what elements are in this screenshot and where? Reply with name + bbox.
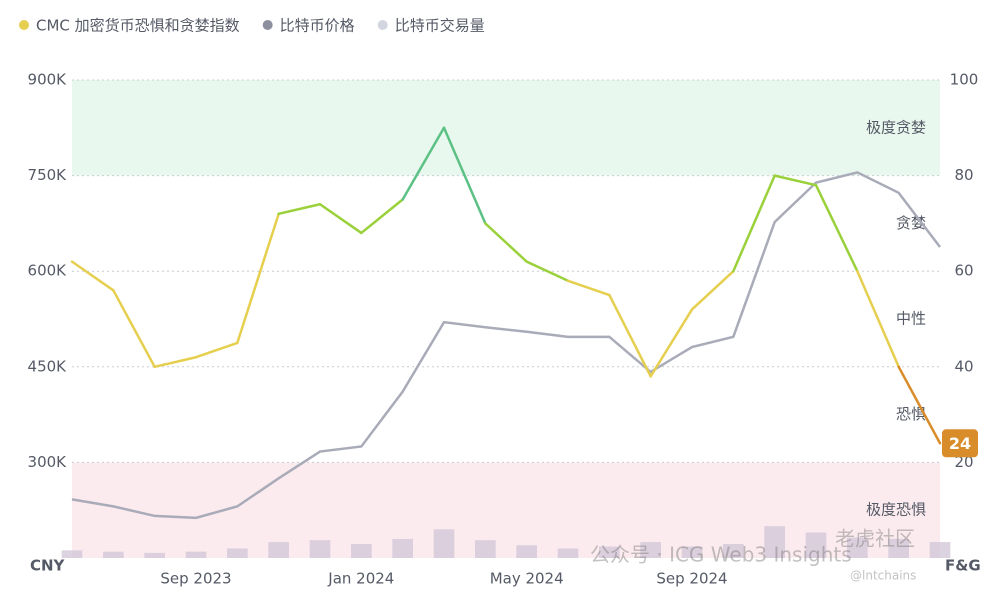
volume-bar — [309, 540, 331, 558]
y2-tick-label: 40 — [954, 357, 973, 375]
volume-bar — [392, 538, 413, 558]
fg-line-segment — [70, 260, 115, 292]
volume-bar — [103, 551, 124, 558]
volume-bar — [144, 552, 165, 558]
volume-bar — [764, 526, 785, 558]
fg-line-segment — [649, 308, 694, 378]
y2-tick-label: 100 — [950, 71, 979, 89]
volume-bar — [929, 542, 951, 558]
y2-axis-label: F&G — [945, 557, 981, 575]
fg-line-segment — [897, 365, 942, 445]
fg-line-segment — [153, 355, 198, 369]
zone-band — [72, 80, 940, 176]
volume-bar — [433, 529, 455, 558]
watermark: 老虎社区 — [835, 527, 915, 551]
legend-marker — [19, 20, 29, 30]
zone-label: 中性 — [896, 310, 926, 328]
y2-tick-label: 80 — [954, 166, 973, 184]
fg-line-segment — [318, 203, 363, 235]
volume-bar — [268, 542, 289, 558]
fg-line-segment — [814, 183, 859, 273]
volume-bar — [351, 543, 372, 558]
fg-line-segment — [484, 222, 528, 263]
price-line — [71, 171, 941, 520]
fg-line-segment — [277, 203, 322, 216]
legend-marker — [262, 20, 273, 30]
legend-label: CMC 加密货币恐惧和贪婪指数 — [36, 17, 240, 35]
fg-line-segment — [690, 269, 735, 311]
fg-line-segment — [732, 174, 776, 273]
fg-line-segment — [566, 279, 611, 297]
value-badge — [942, 429, 978, 458]
y-tick-label: 900K — [28, 71, 68, 89]
fg-line-segment — [194, 341, 239, 359]
y2-tick-label: 20 — [954, 453, 973, 471]
x-tick-label: Sep 2024 — [656, 570, 727, 588]
volume-bar — [61, 550, 83, 558]
watermark: @lntchains — [850, 569, 916, 583]
volume-bar — [185, 551, 207, 558]
zone-label: 极度恐惧 — [866, 501, 926, 519]
volume-bar — [805, 532, 827, 558]
fg-line-segment — [525, 260, 570, 283]
value-label: 24 — [949, 434, 971, 453]
y-tick-label: 300K — [28, 453, 68, 471]
volume-bar — [847, 537, 868, 558]
fg-line-segment — [856, 269, 900, 369]
y-tick-label: 600K — [28, 262, 68, 280]
y-axis-label: CNY — [30, 557, 66, 575]
volume-bar — [516, 545, 537, 558]
zone-band — [72, 462, 940, 558]
zone-label: 极度贪婪 — [866, 118, 926, 136]
fg-line-segment — [442, 126, 487, 225]
legend-marker — [377, 20, 388, 30]
fg-line-segment — [608, 293, 652, 378]
y-tick-label: 750K — [28, 166, 68, 184]
volume-bar — [723, 543, 744, 558]
volume-bar — [640, 542, 661, 558]
volume-bar — [888, 538, 909, 558]
fg-line-segment — [773, 174, 818, 187]
x-tick-label: Jan 2024 — [327, 570, 394, 588]
volume-bar — [557, 548, 579, 558]
volume-bar — [599, 546, 620, 558]
fg-line-segment — [112, 289, 156, 369]
x-tick-label: May 2024 — [490, 570, 564, 588]
volume-bar — [681, 546, 703, 558]
legend-label: 比特币交易量 — [395, 17, 485, 35]
volume-bar — [475, 540, 496, 558]
watermark: 公众号 · ICG Web3 Insights — [590, 543, 852, 567]
fg-line-segment — [401, 126, 446, 201]
zone-label: 恐惧 — [896, 405, 926, 423]
x-tick-label: Sep 2023 — [160, 570, 231, 588]
fg-line-segment — [360, 198, 404, 235]
y-tick-label: 450K — [28, 357, 68, 375]
y2-tick-label: 60 — [954, 262, 973, 280]
volume-bar — [227, 548, 248, 558]
fg-line-segment — [236, 212, 280, 345]
legend-label: 比特币价格 — [280, 17, 355, 35]
